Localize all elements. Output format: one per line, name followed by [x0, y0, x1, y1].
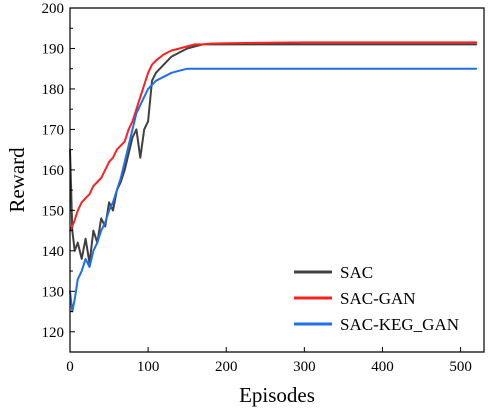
legend-label: SAC-GAN — [340, 289, 416, 308]
series-line-1 — [69, 43, 478, 264]
x-tick-label: 100 — [137, 359, 160, 375]
y-tick-label: 150 — [42, 203, 65, 219]
y-tick-label: 160 — [42, 163, 65, 179]
x-tick-label: 0 — [66, 359, 74, 375]
y-axis-ticks: 120 130 140 150 160 170 180 190 200 — [42, 1, 75, 341]
plot-frame — [69, 7, 485, 353]
x-tick-label: 400 — [371, 359, 394, 375]
series-layer — [69, 41, 478, 313]
x-axis-ticks: 0 100 200 300 400 500 — [66, 347, 472, 375]
y-tick-label: 130 — [42, 284, 65, 300]
series-line-3 — [69, 67, 478, 313]
y-tick-label: 140 — [42, 244, 65, 260]
y-axis-label: Reward — [5, 147, 29, 213]
legend: SAC SAC-GAN SAC-KEG_GAN — [294, 263, 459, 334]
y-tick-label: 180 — [42, 82, 65, 98]
y-tick-label: 200 — [42, 1, 65, 17]
y-tick-label: 190 — [42, 41, 65, 57]
legend-label: SAC-KEG_GAN — [340, 315, 459, 334]
x-axis-label: Episodes — [239, 383, 315, 407]
y-tick-label: 120 — [42, 325, 65, 341]
y-tick-label: 170 — [42, 122, 65, 138]
series-line-2 — [69, 41, 478, 232]
axes — [69, 7, 485, 353]
legend-label: SAC — [340, 263, 373, 282]
x-tick-label: 500 — [449, 359, 472, 375]
x-tick-label: 200 — [215, 359, 238, 375]
x-tick-label: 300 — [293, 359, 316, 375]
